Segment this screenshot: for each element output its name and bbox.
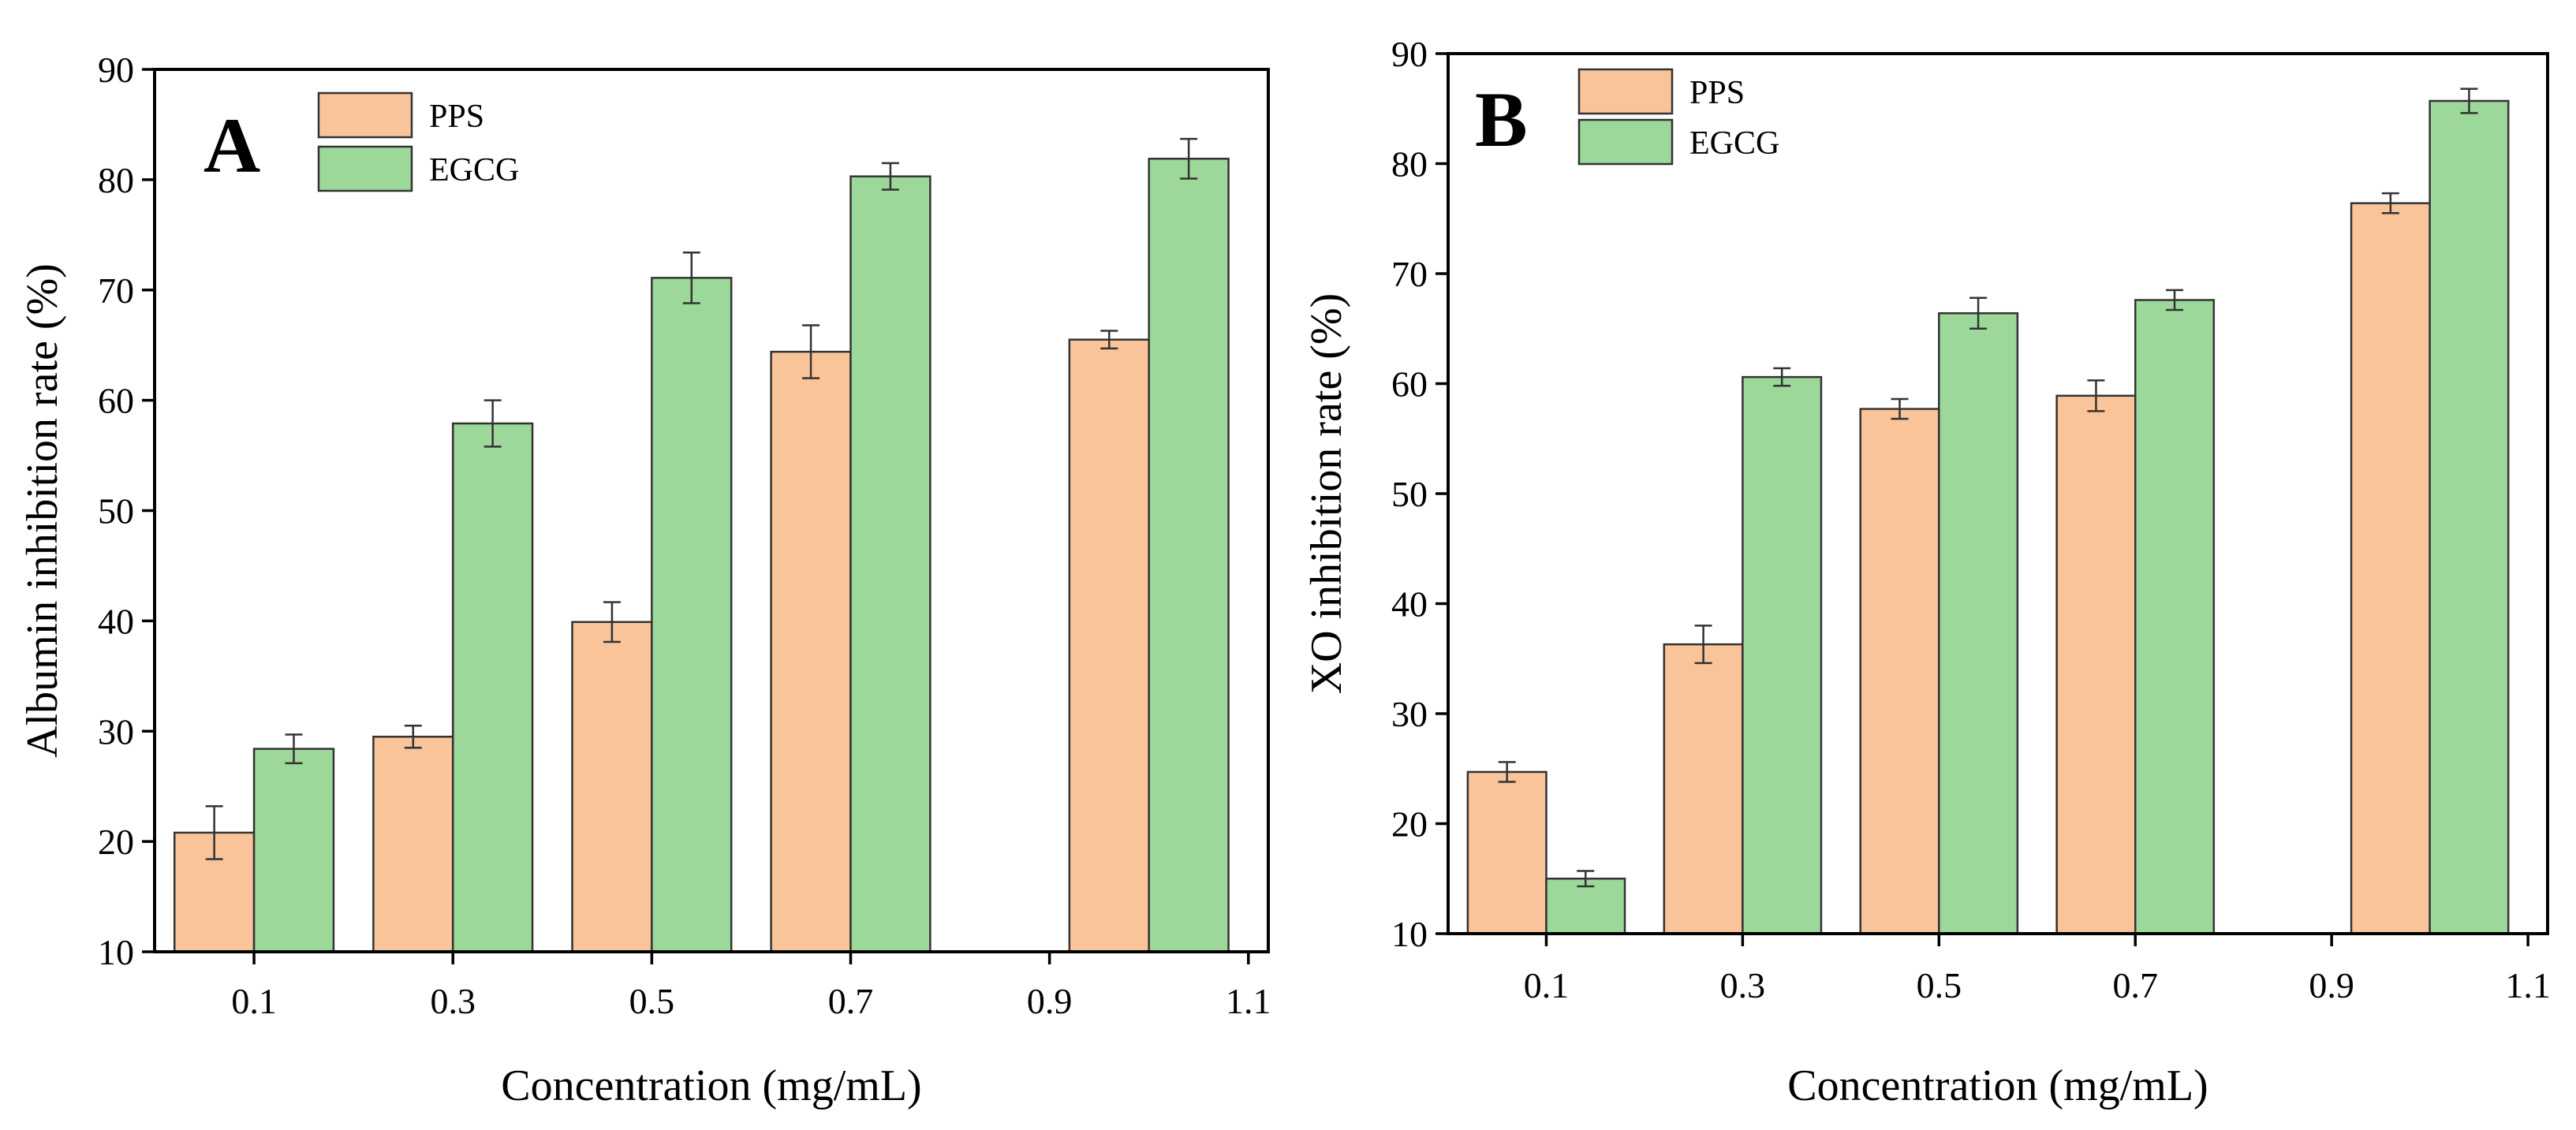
y-axis-title-a: Albumin inhibition rate (%): [18, 263, 67, 758]
x-tick-label-b-0: 0.1: [1524, 965, 1570, 1005]
x-tick-label-a-1: 0.3: [430, 981, 476, 1021]
y-tick-label-b-7: 80: [1391, 144, 1428, 185]
x-tick-label-a-5: 1.1: [1226, 981, 1271, 1021]
y-tick-label-b-2: 30: [1391, 694, 1428, 734]
bar-b-egcg-2: [1938, 311, 2019, 935]
x-tick-label-b-1: 0.3: [1720, 965, 1766, 1005]
error-bar-b-pps-0: [1498, 761, 1516, 783]
y-tick-label-b-1: 20: [1391, 804, 1428, 845]
panel-b: 10 20 30 40 50 60 70 80 90 0.1 0.3 0.5 0.7 0.9 1.1 Conc…: [1302, 34, 2551, 1110]
error-bar-b-pps-4: [2381, 192, 2399, 214]
error-bar-a-pps-3: [802, 324, 820, 379]
x-tick-label-a-4: 0.9: [1027, 981, 1073, 1021]
bar-a-pps-1: [372, 735, 454, 953]
legend-swatch-egcg: [317, 145, 413, 192]
bar-b-pps-1: [1663, 643, 1744, 935]
error-bar-a-pps-2: [603, 601, 621, 643]
error-bar-a-egcg-2: [682, 251, 700, 304]
error-bar-a-pps-0: [205, 805, 223, 860]
y-tick-label-a-2: 30: [98, 711, 134, 751]
error-bar-b-egcg-4: [2460, 88, 2478, 114]
bar-a-egcg-3: [849, 175, 931, 953]
x-tick-label-a-2: 0.5: [629, 981, 675, 1021]
panel-letter-b: B: [1475, 76, 1528, 163]
legend-b: PPS EGCG: [1577, 68, 1779, 166]
bar-b-egcg-3: [2134, 299, 2216, 935]
legend-swatch-pps: [1577, 68, 1674, 115]
bar-b-pps-3: [2055, 394, 2137, 935]
bar-a-pps-3: [770, 350, 852, 953]
y-tick-label-b-5: 60: [1391, 364, 1428, 405]
bar-a-egcg-2: [651, 277, 733, 953]
y-axis-title-b: XO inhibition rate (%): [1302, 293, 1351, 695]
legend-swatch-pps: [317, 91, 413, 139]
bar-a-egcg-0: [252, 748, 335, 953]
bar-b-egcg-0: [1545, 878, 1626, 935]
bar-a-egcg-4: [1148, 158, 1230, 953]
y-tick-label-a-6: 70: [98, 270, 134, 311]
y-tick-label-b-8: 90: [1391, 34, 1428, 74]
error-bar-b-pps-2: [1891, 397, 1909, 420]
y-tick-label-b-6: 70: [1391, 254, 1428, 294]
bar-b-pps-4: [2350, 202, 2431, 935]
error-bar-a-egcg-1: [483, 399, 502, 448]
bar-a-egcg-1: [451, 422, 534, 953]
x-tick-label-a-0: 0.1: [231, 981, 277, 1021]
x-tick-label-b-2: 0.5: [1917, 965, 1962, 1005]
error-bar-b-pps-3: [2087, 379, 2105, 412]
y-tick-label-a-3: 40: [98, 601, 134, 641]
x-tick-label-a-3: 0.7: [828, 981, 874, 1021]
error-bar-b-pps-1: [1694, 625, 1712, 665]
error-bar-a-egcg-0: [285, 733, 303, 765]
error-bar-b-egcg-3: [2166, 289, 2184, 311]
y-tick-label-a-4: 50: [98, 491, 134, 531]
y-tick-label-b-0: 10: [1391, 914, 1428, 954]
legend-swatch-egcg: [1577, 118, 1674, 166]
x-tick-label-b-3: 0.7: [2113, 965, 2159, 1005]
y-tick-label-b-4: 50: [1391, 474, 1428, 514]
legend-label-egcg: EGCG: [429, 152, 519, 188]
bar-a-pps-4: [1068, 338, 1150, 953]
x-tick-label-b-4: 0.9: [2309, 965, 2354, 1005]
bar-b-pps-2: [1859, 408, 1940, 935]
legend-label-pps: PPS: [1689, 75, 1745, 111]
bar-b-egcg-4: [2429, 99, 2510, 935]
y-tick-label-a-8: 90: [98, 50, 134, 90]
error-bar-a-egcg-3: [881, 162, 899, 191]
y-tick-label-a-7: 80: [98, 160, 134, 200]
panel-a: 10 20 30 40 50 60 70 80 90 0.1 0.3 0.5 0.7 0.9 1.1 Conc…: [18, 50, 1271, 1110]
error-bar-b-egcg-2: [1969, 296, 1988, 330]
y-tick-label-a-5: 60: [98, 381, 134, 421]
bar-b-pps-0: [1466, 770, 1547, 935]
y-tick-label-a-0: 10: [98, 932, 134, 972]
error-bar-b-egcg-0: [1577, 870, 1595, 888]
x-axis-title-a: Concentration (mg/mL): [501, 1061, 921, 1110]
y-tick-label-b-3: 40: [1391, 584, 1428, 625]
legend-label-egcg: EGCG: [1689, 125, 1779, 162]
bar-a-pps-2: [571, 621, 653, 953]
error-bar-a-egcg-4: [1180, 137, 1198, 180]
y-tick-label-a-1: 20: [98, 822, 134, 862]
bar-b-egcg-1: [1742, 375, 1823, 935]
panel-letter-a: A: [203, 102, 260, 189]
legend-a: PPS EGCG: [317, 91, 519, 192]
legend-label-pps: PPS: [429, 99, 484, 135]
x-tick-label-b-5: 1.1: [2505, 965, 2551, 1005]
error-bar-b-egcg-1: [1773, 367, 1791, 387]
error-bar-a-pps-4: [1100, 330, 1118, 350]
x-axis-title-b: Concentration (mg/mL): [1787, 1061, 2208, 1110]
error-bar-a-pps-1: [404, 725, 422, 749]
